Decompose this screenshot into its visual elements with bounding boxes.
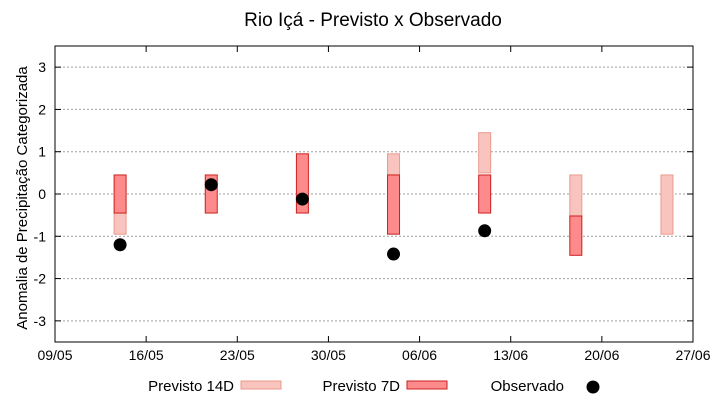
x-tick-label: 30/05 — [311, 347, 346, 363]
x-axis-ticks: 09/05 16/05 23/05 30/05 06/06 13/06 20/06 27/06 — [37, 46, 711, 363]
x-tick-label: 23/05 — [220, 347, 255, 363]
plot-frame — [54, 45, 694, 343]
legend-label-previsto-14d: Previsto 14D — [148, 378, 234, 395]
bar-previsto-7d — [478, 174, 492, 214]
y-axis-ticks: -3 -2 -1 0 1 2 3 — [34, 59, 693, 329]
x-tick-label: 20/06 — [584, 347, 619, 363]
grid-layer — [55, 66, 693, 322]
observado-point — [295, 192, 309, 206]
y-tick-label: 1 — [38, 144, 46, 160]
observado-point — [113, 238, 127, 252]
observado-point — [204, 178, 218, 192]
legend-label-previsto-7d: Previsto 7D — [322, 378, 400, 395]
legend-swatch-previsto-7d — [406, 380, 448, 390]
observado-point — [387, 247, 401, 261]
y-tick-label: -2 — [34, 271, 47, 287]
y-tick-label: 0 — [38, 186, 46, 202]
bar-previsto-14d — [660, 174, 674, 235]
bar-previsto-14d — [478, 132, 492, 174]
legend-swatch-observado — [586, 380, 600, 394]
y-tick-label: -1 — [34, 228, 47, 244]
y-tick-label: -3 — [34, 313, 47, 329]
x-tick-label: 13/06 — [493, 347, 528, 363]
bar-previsto-14d — [113, 212, 127, 235]
y-tick-label: 3 — [38, 59, 46, 75]
bar-previsto-14d — [387, 153, 401, 176]
chart-title: Rio Içá - Previsto x Observado — [244, 10, 502, 31]
x-tick-label: 16/05 — [129, 347, 164, 363]
y-tick-label: 2 — [38, 101, 46, 117]
x-tick-label: 27/06 — [675, 347, 710, 363]
series-previsto-14d — [113, 132, 674, 235]
series-observado — [113, 178, 492, 261]
bar-previsto-7d — [569, 215, 583, 256]
x-tick-label: 09/05 — [37, 347, 72, 363]
bar-previsto-7d — [387, 174, 401, 235]
bar-previsto-7d — [113, 174, 127, 214]
x-tick-label: 06/06 — [402, 347, 437, 363]
observado-point — [478, 224, 492, 238]
bar-previsto-14d — [569, 174, 583, 218]
legend-swatch-previsto-14d — [240, 380, 282, 390]
legend: Previsto 14D Previsto 7D Observado — [148, 378, 600, 395]
y-axis-label: Anomalia de Precipitação Categorizada — [14, 66, 31, 330]
series-previsto-7d — [113, 153, 583, 256]
legend-label-observado: Observado — [491, 378, 564, 395]
